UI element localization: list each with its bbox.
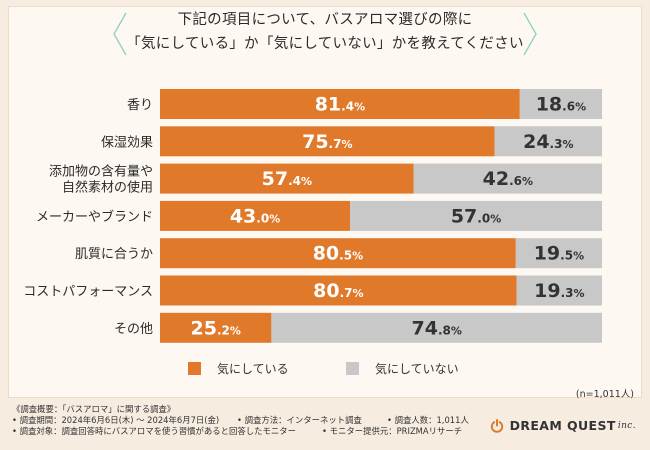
footer-heading: 《調査概要：「バスアロマ」に関する調査》 <box>12 404 176 414</box>
legend-label-care: 気にしている <box>217 361 289 376</box>
value-label-care: 43.0% <box>230 205 280 227</box>
left-bracket-icon <box>113 12 127 56</box>
value-label-care: 57.4% <box>262 168 312 190</box>
value-label-not-care: 19.3% <box>534 280 584 302</box>
category-label: 肌質に合うか <box>75 247 153 262</box>
footer-respondents: • 調査人数：1,011人 <box>387 415 469 426</box>
bar-care <box>160 126 495 157</box>
bar-care <box>160 200 351 231</box>
category-label: 保湿効果 <box>101 135 153 150</box>
value-label-care: 80.5% <box>313 243 363 265</box>
bar-care <box>160 275 517 306</box>
legend-label-not-care: 気にしていない <box>375 361 459 376</box>
legend-swatch-care <box>188 361 201 375</box>
value-label-care: 81.4% <box>315 94 365 116</box>
bar-not-care <box>515 238 602 269</box>
value-label-not-care: 57.0% <box>451 205 501 227</box>
title-line-1: 下記の項目について、バスアロマ選びの際に <box>177 12 473 28</box>
category-label: メーカーやブランド <box>36 209 153 225</box>
value-label-not-care: 24.3% <box>523 131 573 153</box>
bar-not-care <box>519 89 602 119</box>
footer-provider: • モニター提供元：PRIZMAリサーチ <box>322 426 463 437</box>
bar-not-care <box>350 200 602 231</box>
company-logo: DREAM QUEST inc. <box>490 418 636 433</box>
chart-title: 下記の項目について、バスアロマ選びの際に 「気にしている」か「気にしていない」か… <box>0 8 650 56</box>
value-label-not-care: 19.5% <box>534 243 584 265</box>
bar-care <box>160 89 520 119</box>
category-label: 香り <box>127 98 153 113</box>
survey-footer: 《調査概要：「バスアロマ」に関する調査》 • 調査期間：2024年6月6日(木)… <box>12 404 469 438</box>
value-label-care: 80.7% <box>313 280 363 302</box>
logo-text: DREAM QUEST <box>509 418 616 433</box>
category-label: 添加物の含有量や <box>49 164 153 180</box>
bar-care <box>160 312 272 343</box>
category-label: 自然素材の使用 <box>62 180 153 196</box>
category-label: コストパフォーマンス <box>23 285 153 300</box>
value-label-not-care: 18.6% <box>536 94 586 116</box>
footer-target: • 調査対象：調査回答時にバスアロマを使う習慣があると回答したモニター <box>12 426 296 437</box>
bar-care <box>160 238 516 269</box>
footer-period: • 調査期間：2024年6月6日(木) ～ 2024年6月7日(金) <box>12 415 220 426</box>
category-label: その他 <box>114 322 153 337</box>
value-label-not-care: 42.6% <box>483 168 533 190</box>
right-bracket-icon <box>523 12 537 56</box>
power-icon <box>490 418 503 433</box>
bar-not-care <box>413 163 602 194</box>
sample-size: (n=1,011人) <box>575 389 634 400</box>
legend-item-care: 気にしている <box>188 360 289 376</box>
bar-chart: 81.4% 18.6% 香り 75.7% 24.3% 保湿効果 57.4% 42.6% 添加物の… <box>23 89 602 343</box>
value-label-care: 25.2% <box>190 317 240 339</box>
bar-not-care <box>271 312 602 343</box>
footer-method: • 調査方法：インターネット調査 <box>237 415 362 426</box>
value-label-not-care: 74.8% <box>411 317 461 339</box>
legend-item-not-care: 気にしていない <box>346 360 459 376</box>
title-line-2: 「気にしている」か「気にしていない」かを教えてください <box>126 36 524 52</box>
legend-swatch-not-care <box>346 361 359 375</box>
bar-not-care <box>494 126 602 157</box>
bar-not-care <box>516 275 602 306</box>
value-label-care: 75.7% <box>302 131 352 153</box>
logo-suffix: inc. <box>617 420 636 431</box>
bar-care <box>160 163 414 194</box>
